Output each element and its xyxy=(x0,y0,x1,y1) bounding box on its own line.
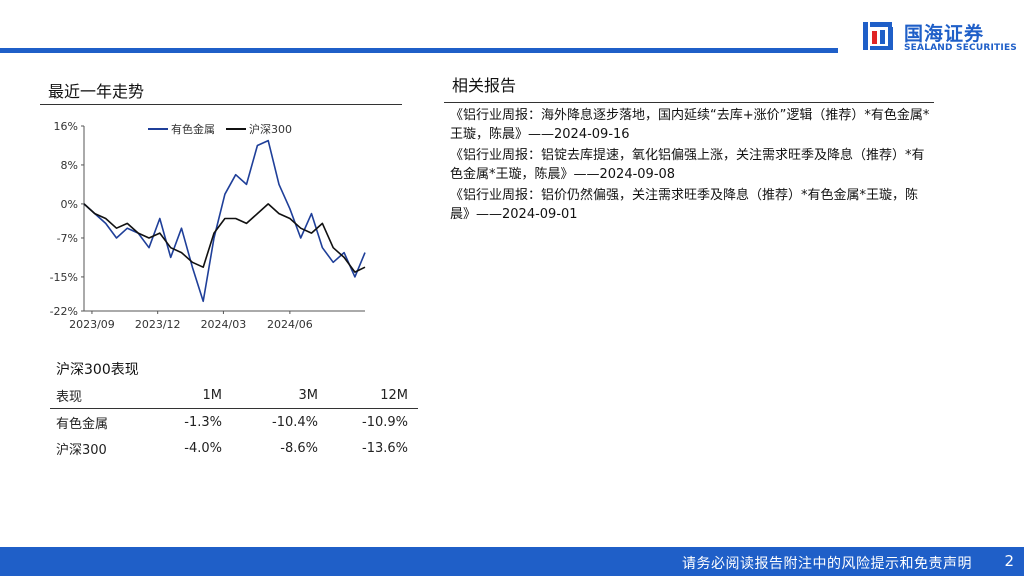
table-header-row: 表现 1M 3M 12M xyxy=(50,382,418,409)
report-link[interactable]: 《铝行业周报：铝价仍然偏强，关注需求旺季及降息（推荐）*有色金属*王璇，陈晨》—… xyxy=(450,188,919,222)
table-cell: -8.6% xyxy=(280,440,318,456)
table-cell: -10.9% xyxy=(362,414,408,430)
header-rule xyxy=(0,48,838,53)
report-link[interactable]: 《铝行业周报：铝锭去库提速，氧化铝偏强上涨，关注需求旺季及降息（推荐）*有色金属… xyxy=(450,148,925,182)
series-line xyxy=(83,203,366,273)
y-tick-label: -7% xyxy=(57,232,78,245)
table-header-cell: 表现 xyxy=(56,389,83,405)
reports-section-title: 相关报告 xyxy=(452,76,517,95)
y-tick-label: 16% xyxy=(54,120,78,133)
table-cell: -13.6% xyxy=(362,440,408,456)
y-tick-label: 0% xyxy=(61,198,78,211)
y-tick-label: 8% xyxy=(61,159,78,172)
sealand-logo-icon xyxy=(863,22,893,50)
legend-label: 沪深300 xyxy=(249,122,292,136)
table-header-cell: 12M xyxy=(380,387,408,403)
report-link[interactable]: 《铝行业周报：海外降息逐步落地，国内延续“去库+涨价”逻辑（推荐）*有色金属*王… xyxy=(450,108,930,142)
reports-section-rule xyxy=(444,102,934,103)
trend-chart-svg: 16% 8% 0% -7% -15% -22%2023/09 2023/12 2024/03 2… xyxy=(50,120,366,331)
x-tick-label: 2024/06 xyxy=(267,318,313,331)
trend-section-title: 最近一年走势 xyxy=(48,82,145,101)
trend-chart: 16% 8% 0% -7% -15% -22% 2023/09 2023/12 2024/03 2… xyxy=(40,112,380,337)
company-logo: 国海证券 SEALAND SECURITIES xyxy=(860,18,1017,58)
footer-disclaimer: 请务必阅读报告附注中的风险提示和免责声明 xyxy=(682,556,972,572)
performance-title: 沪深300表现 xyxy=(56,362,139,378)
page-number: 2 xyxy=(1004,552,1014,570)
logo-english-name: SEALAND SECURITIES xyxy=(904,43,1017,53)
logo-chinese-name: 国海证券 xyxy=(904,23,985,45)
x-tick-label: 2023/09 xyxy=(69,318,115,331)
table-cell: -10.4% xyxy=(272,414,318,430)
footer-bar: 请务必阅读报告附注中的风险提示和免责声明 2 xyxy=(0,547,1024,576)
table-cell: 有色金属 xyxy=(56,416,109,432)
table-header-cell: 1M xyxy=(202,387,223,403)
y-tick-label: -22% xyxy=(50,305,78,318)
table-cell: -4.0% xyxy=(184,440,222,456)
table-cell: -1.3% xyxy=(184,414,222,430)
x-tick-label: 2024/03 xyxy=(201,318,247,331)
table-header-cell: 3M xyxy=(298,387,319,403)
x-tick-label: 2023/12 xyxy=(135,318,181,331)
table-row: 有色金属 -1.3% -10.4% -10.9% xyxy=(50,409,418,436)
series-line xyxy=(83,139,366,303)
table-cell: 沪深300 xyxy=(56,442,107,458)
performance-table: 表现 1M 3M 12M 有色金属 -1.3% -10.4% -10.9% 沪深… xyxy=(50,382,418,461)
related-reports-list: 《铝行业周报：海外降息逐步落地，国内延续“去库+涨价”逻辑（推荐）*有色金属*王… xyxy=(450,106,936,226)
y-tick-label: -15% xyxy=(50,271,78,284)
trend-section-rule xyxy=(40,104,402,105)
table-row: 沪深300 -4.0% -8.6% -13.6% xyxy=(50,435,418,461)
legend-label: 有色金属 xyxy=(171,122,215,136)
